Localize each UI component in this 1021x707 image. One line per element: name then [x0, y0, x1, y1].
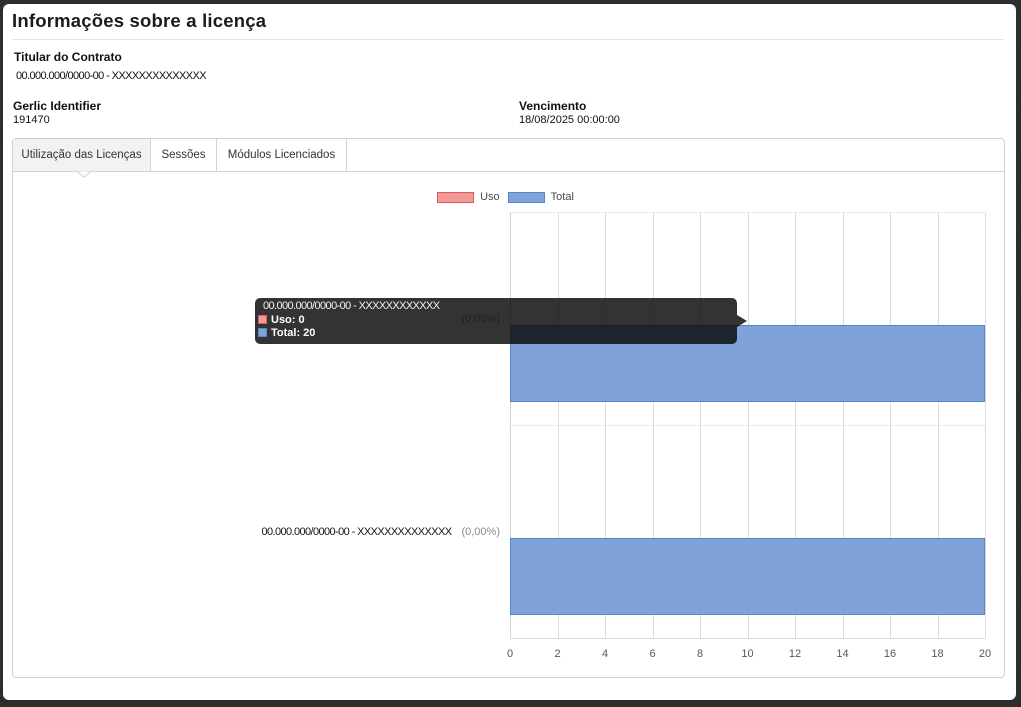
legend-label-uso: Uso	[480, 191, 500, 203]
gerlic-identifier-value: 191470	[13, 114, 50, 126]
plot-vertical-gridline	[557, 212, 559, 638]
plot-vertical-gridline	[890, 212, 891, 638]
plot-vertical-gridline	[510, 212, 511, 638]
tab-bar: Utilização das Licenças Sessões Módulos …	[13, 139, 1004, 172]
plot-vertical-gridline	[605, 212, 606, 638]
legend-swatch-total	[507, 191, 545, 203]
plot-vertical-gridline	[937, 212, 939, 638]
legend-label-total: Total	[550, 191, 574, 203]
category-percent-label: (0,00%)	[461, 525, 500, 538]
plot-vertical-gridline	[652, 212, 654, 638]
x-axis-tick-label: 16	[883, 648, 897, 660]
x-axis-tick-label: 10	[741, 648, 754, 660]
contract-holder-value: 00.000.000/0000-00 - XXXXXXXXXXXXXX	[16, 70, 207, 82]
tooltip-total-value: Total: 20	[271, 326, 316, 339]
tooltip-swatch-uso	[258, 315, 267, 324]
x-axis-tick-label: 6	[649, 648, 656, 660]
x-axis-tick-label: 12	[788, 648, 802, 660]
x-axis-tick-label: 2	[554, 648, 561, 660]
plot-vertical-gridline	[842, 212, 844, 638]
gerlic-identifier-label: Gerlic Identifier	[13, 99, 102, 113]
plot-vertical-gridline	[985, 212, 986, 638]
legend-swatch-uso	[437, 191, 475, 203]
x-axis-tick-label: 8	[696, 648, 704, 660]
title-divider	[12, 39, 1004, 40]
x-axis-tick-label: 18	[931, 648, 944, 660]
contract-holder-label: Titular do Contrato	[14, 50, 122, 64]
chart-bar[interactable]	[510, 538, 985, 615]
tooltip-row-uso: Uso: 0	[258, 313, 729, 326]
x-axis-tick-label: 0	[506, 648, 514, 660]
tooltip-arrow-icon	[737, 315, 747, 327]
active-tab-notch-icon	[73, 171, 95, 178]
category-label-text: 00.000.000/0000-00 - XXXXXXXXXXXXXX	[261, 525, 452, 538]
expiration-label: Vencimento	[519, 99, 587, 113]
tooltip-row-total: Total: 20	[258, 326, 729, 339]
tooltip-uso-value: Uso: 0	[271, 313, 305, 326]
chart-legend: Uso Total	[7, 191, 1004, 203]
tab-licensed-modules[interactable]: Módulos Licenciados	[217, 139, 347, 171]
tab-license-usage[interactable]: Utilização das Licenças	[13, 139, 151, 171]
tabs-panel: Utilização das Licenças Sessões Módulos …	[12, 138, 1005, 678]
x-axis-tick-label: 14	[836, 648, 849, 660]
chart-tooltip: 00.000.000/0000-00 - XXXXXXXXXXXX Uso: 0…	[255, 298, 747, 344]
expiration-value: 18/08/2025 00:00:00	[519, 114, 620, 126]
tooltip-title: 00.000.000/0000-00 - XXXXXXXXXXXX	[263, 300, 440, 312]
plot-horizontal-gridline	[510, 638, 985, 639]
license-info-window: Informações sobre a licença Titular do C…	[3, 4, 1016, 700]
plot-vertical-gridline	[795, 212, 796, 638]
plot-vertical-gridline	[700, 212, 701, 638]
x-axis-tick-label: 4	[601, 648, 609, 660]
category-label: 00.000.000/0000-00 - XXXXXXXXXXXXXX (0,00…	[13, 524, 500, 540]
plot-vertical-gridline	[747, 212, 749, 638]
tab-sessions[interactable]: Sessões	[151, 139, 217, 171]
x-axis-tick-label: 20	[978, 648, 992, 660]
tooltip-swatch-total	[258, 328, 267, 337]
page-title: Informações sobre a licença	[12, 10, 267, 31]
